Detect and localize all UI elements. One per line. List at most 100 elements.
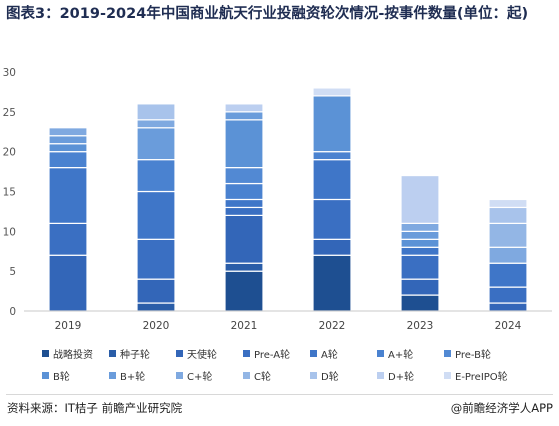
- bar-segment: [224, 270, 264, 312]
- bar-segment: [224, 198, 264, 209]
- legend-swatch: [176, 350, 183, 357]
- bar-segment: [224, 119, 264, 169]
- legend-label: A+轮: [388, 350, 414, 361]
- bar-segment: [400, 294, 440, 312]
- bar-segment: [400, 174, 440, 224]
- legend-swatch: [42, 350, 49, 357]
- legend-item: Pre-B轮: [444, 346, 491, 361]
- y-tick-label: 15: [3, 187, 16, 199]
- legend-item: C轮: [243, 368, 271, 383]
- bar-segment: [488, 206, 528, 224]
- bar-segment: [48, 254, 88, 312]
- legend-swatch: [310, 372, 317, 379]
- y-tick-label: 5: [9, 266, 16, 278]
- legend-label: 战略投资: [53, 350, 93, 361]
- divider: [6, 394, 553, 395]
- bar-segment: [312, 151, 352, 161]
- y-tick-label: 25: [3, 107, 16, 119]
- bar-segment: [136, 302, 176, 312]
- bar-segment: [488, 286, 528, 304]
- legend-swatch: [42, 372, 49, 379]
- legend-swatch: [243, 350, 250, 357]
- bars: [48, 87, 528, 312]
- bar-segment: [312, 198, 352, 240]
- legend-item: B轮: [42, 368, 70, 383]
- x-tick-label: 2020: [143, 320, 170, 332]
- brand-credit: @前瞻经济学人APP: [450, 401, 553, 415]
- bar-segment: [136, 127, 176, 161]
- bar-segment: [312, 254, 352, 312]
- legend-item: A+轮: [377, 346, 413, 361]
- bar-segment: [400, 278, 440, 296]
- legend-label: B轮: [53, 372, 70, 383]
- legend-swatch: [109, 372, 116, 379]
- bar-segment: [312, 95, 352, 153]
- x-tick-label: 2023: [407, 320, 434, 332]
- x-axis: 2019 2020 2021 2022 2023 2024: [24, 310, 552, 332]
- y-tick-label: 0: [9, 306, 16, 318]
- bar-segment: [312, 238, 352, 256]
- bar-segment: [312, 159, 352, 201]
- x-tick-label: 2022: [319, 320, 346, 332]
- legend-label: B+轮: [120, 372, 146, 383]
- legend-label: 天使轮: [187, 350, 217, 361]
- bar-segment: [224, 182, 264, 201]
- legend-swatch: [310, 350, 317, 357]
- x-tick-label: 2021: [231, 320, 258, 332]
- legend-label: C轮: [254, 372, 271, 383]
- chart-title: 图表3：2019-2024年中国商业航天行业投融资轮次情况-按事件数量(单位：起…: [6, 6, 529, 22]
- legend-item: E-PreIPO轮: [444, 368, 508, 383]
- legend-swatch: [109, 350, 116, 357]
- bar-segment: [136, 238, 176, 280]
- bar-segment: [48, 143, 88, 153]
- bar-segment: [488, 198, 528, 209]
- legend-item: Pre-A轮: [243, 346, 290, 361]
- bar-segment: [400, 222, 440, 232]
- legend-item: A轮: [310, 346, 338, 361]
- legend-label: E-PreIPO轮: [455, 372, 508, 383]
- bar-segment: [136, 119, 176, 129]
- legend-item: 战略投资: [42, 346, 93, 361]
- bar-segment: [488, 222, 528, 248]
- legend-swatch: [243, 372, 250, 379]
- legend-label: D轮: [321, 372, 339, 383]
- bar-segment: [48, 222, 88, 256]
- bar-segment: [400, 254, 440, 280]
- legend-item: B+轮: [109, 368, 145, 383]
- legend-item: D轮: [310, 368, 339, 383]
- legend-swatch: [444, 350, 451, 357]
- legend-swatch: [377, 350, 384, 357]
- bar-segment: [224, 111, 264, 121]
- legend-item: C+轮: [176, 368, 212, 383]
- legend-label: Pre-A轮: [254, 350, 291, 361]
- y-axis: 0 5 10 15 20 25 30: [3, 67, 16, 318]
- bar-segment: [224, 166, 264, 185]
- y-tick-label: 10: [3, 226, 16, 238]
- bar-segment: [400, 230, 440, 240]
- legend-swatch: [444, 372, 451, 379]
- bar-segment: [224, 206, 264, 217]
- bar-segment: [224, 214, 264, 264]
- y-tick-label: 20: [3, 147, 16, 159]
- legend-item: D+轮: [377, 368, 414, 383]
- bar-segment: [48, 151, 88, 169]
- bar-segment: [224, 103, 264, 113]
- legend-label: 种子轮: [120, 350, 150, 361]
- legend-label: C+轮: [187, 372, 213, 383]
- bar-segment: [136, 190, 176, 240]
- bar-segment: [488, 262, 528, 288]
- legend-swatch: [176, 372, 183, 379]
- bar-segment: [488, 246, 528, 264]
- bar-segment: [48, 127, 88, 137]
- bar-segment: [136, 103, 176, 121]
- bar-segment: [136, 159, 176, 193]
- y-tick-label: 30: [3, 67, 16, 79]
- source-note: 资料来源：IT桔子 前瞻产业研究院: [7, 401, 183, 415]
- legend-item: 天使轮: [176, 346, 217, 361]
- bar-segment: [488, 302, 528, 312]
- x-tick-label: 2019: [55, 320, 82, 332]
- legend-label: A轮: [321, 350, 338, 361]
- bar-segment: [400, 238, 440, 248]
- legend-swatch: [377, 372, 384, 379]
- bar-segment: [400, 246, 440, 256]
